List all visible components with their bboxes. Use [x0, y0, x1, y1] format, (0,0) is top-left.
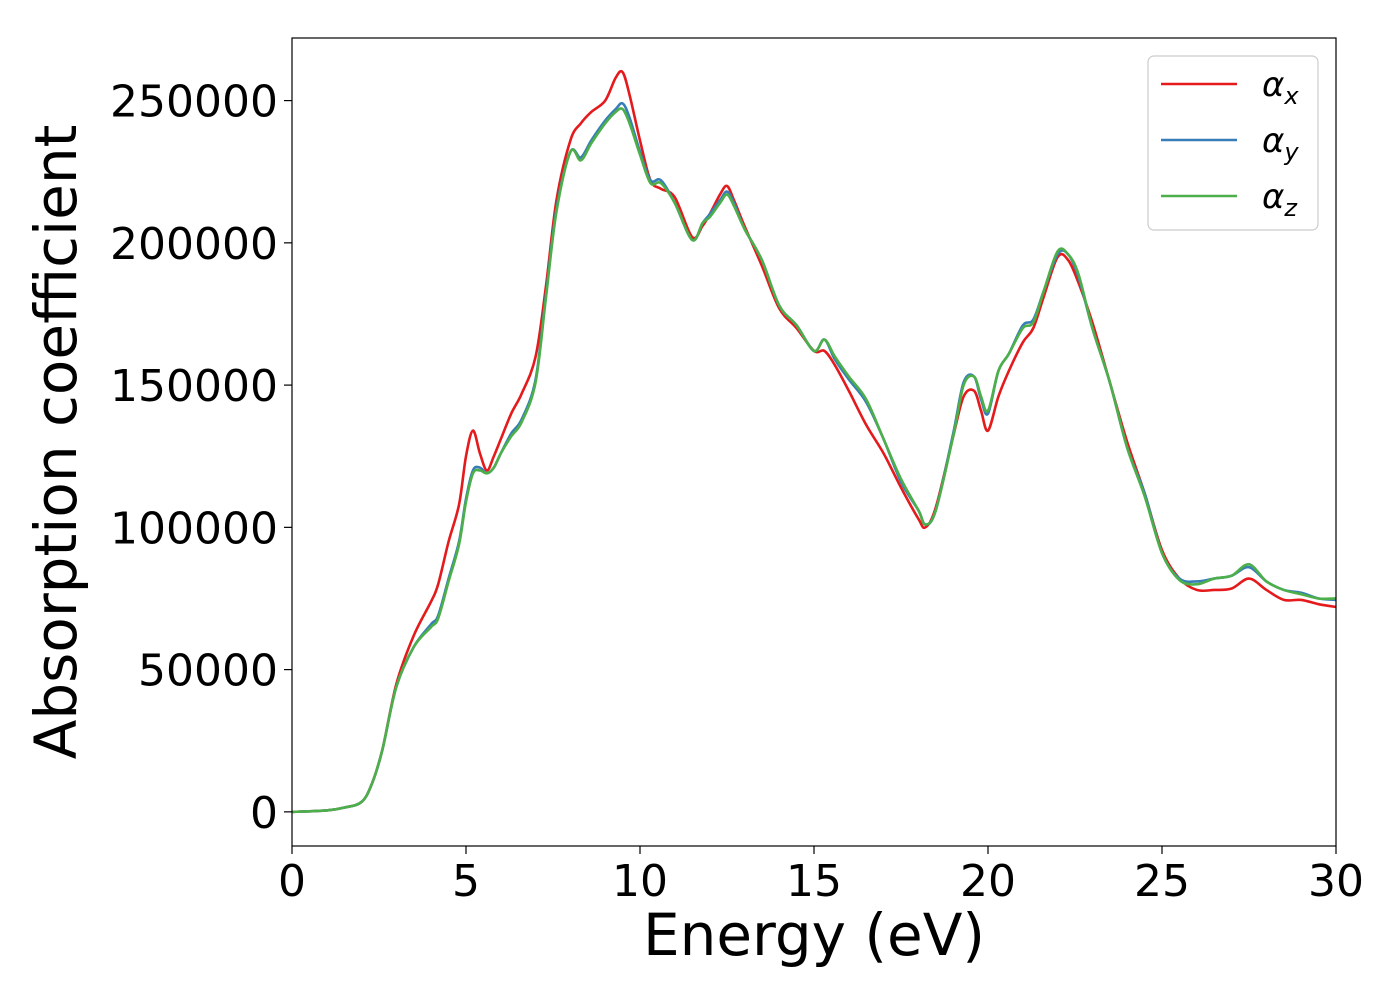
- x-tick-label: 25: [1134, 856, 1190, 907]
- legend-label-sub: y: [1283, 138, 1299, 166]
- legend-frame: [1147, 55, 1319, 231]
- y-tick-label: 150000: [110, 361, 278, 412]
- legend-label-x: αx: [1262, 65, 1299, 110]
- x-tick-label: 15: [786, 856, 842, 907]
- x-axis-label: Energy (eV): [643, 901, 985, 969]
- y-tick-label: 50000: [138, 646, 278, 697]
- y-tick-label: 100000: [110, 503, 278, 554]
- series-layer: [292, 69, 1336, 814]
- legend-label-main: α: [1262, 121, 1284, 161]
- legend-label-sub: x: [1283, 82, 1299, 110]
- x-tick-label: 10: [612, 856, 668, 907]
- x-axis: 0 5 10 15 20 25 30: [278, 846, 1364, 907]
- x-tick-label: 20: [960, 856, 1016, 907]
- x-tick-label: 5: [452, 856, 480, 907]
- legend-label-y: αy: [1262, 121, 1299, 166]
- y-tick-label: 200000: [110, 219, 278, 270]
- x-tick-label: 0: [278, 856, 306, 907]
- x-tick-label: 30: [1308, 856, 1364, 907]
- y-tick-label: 0: [250, 788, 278, 839]
- legend-label-main: α: [1262, 65, 1284, 105]
- series-line-z: [292, 107, 1336, 814]
- legend-label-sub: z: [1283, 194, 1298, 222]
- legend-label-main: α: [1262, 177, 1284, 217]
- y-tick-label: 250000: [110, 77, 278, 128]
- y-axis: 0 50000 100000 150000 200000 250000: [110, 77, 292, 839]
- legend-label-z: αz: [1262, 177, 1298, 222]
- y-axis-label: Absorption coefficient: [22, 125, 90, 760]
